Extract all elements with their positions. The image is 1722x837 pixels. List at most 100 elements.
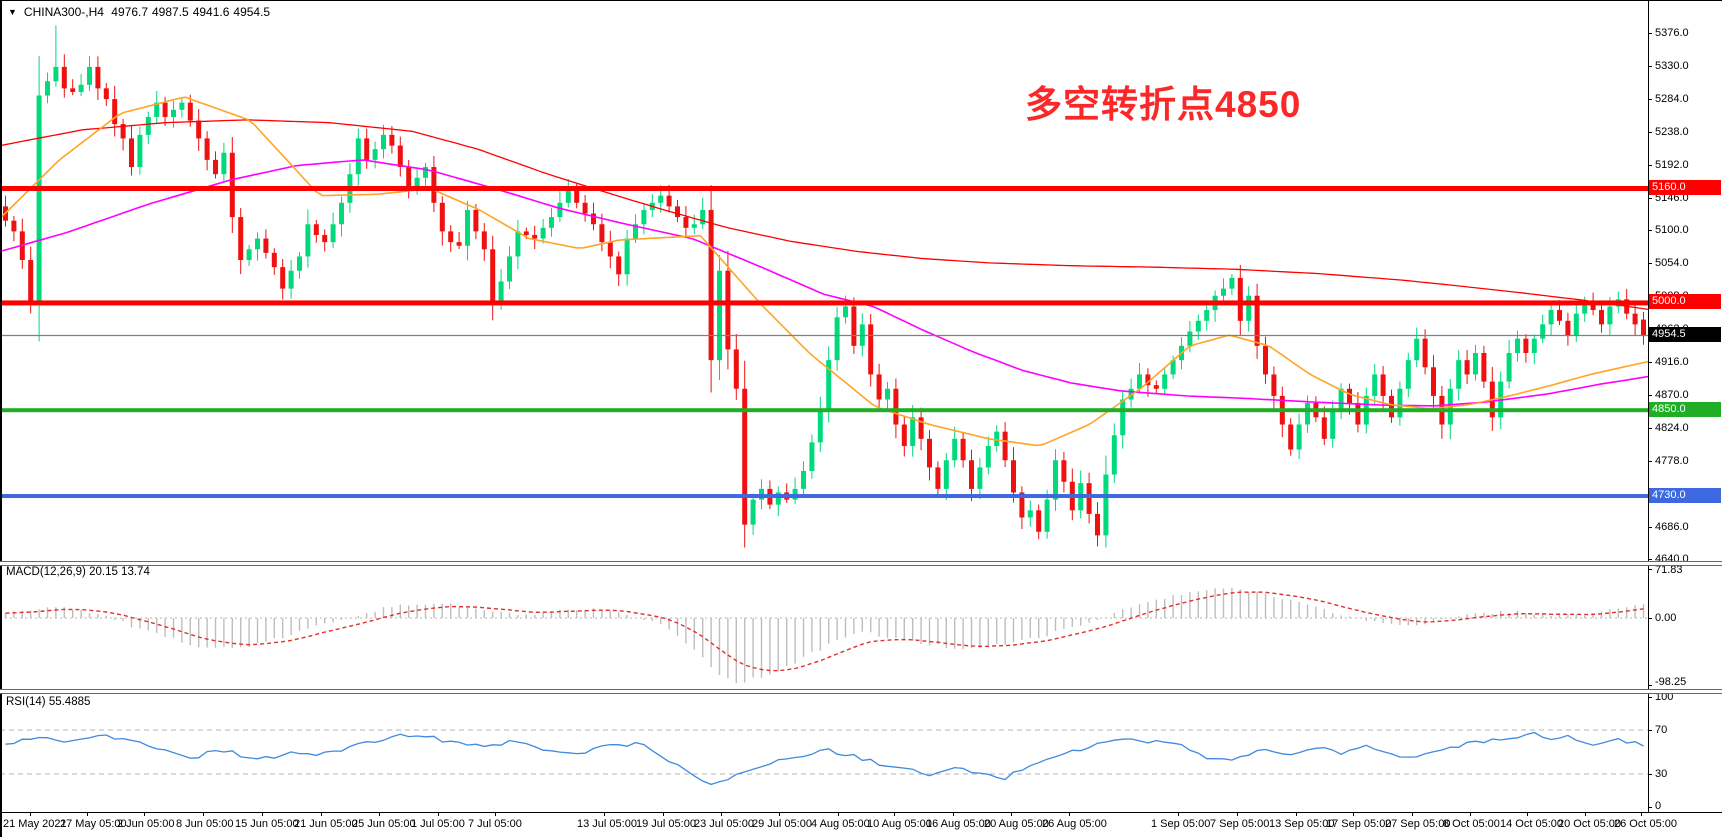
rsi-panel-canvas[interactable] bbox=[0, 693, 1648, 812]
candle-body bbox=[557, 202, 563, 218]
candle-body bbox=[826, 360, 832, 411]
candle-body bbox=[1531, 338, 1537, 353]
candle-body bbox=[641, 209, 647, 225]
candle-body bbox=[901, 424, 907, 446]
time-axis-line bbox=[0, 812, 1722, 813]
candle-body bbox=[1422, 338, 1428, 368]
macd-tick-mark bbox=[1648, 685, 1652, 686]
time-tick-mark bbox=[379, 813, 380, 816]
time-axis-label: 7 Sep 05:00 bbox=[1210, 818, 1270, 830]
candle-body bbox=[1061, 460, 1067, 482]
candle-body bbox=[406, 167, 412, 189]
candle-body bbox=[1187, 331, 1193, 346]
candle-body bbox=[45, 81, 50, 96]
symbol-dropdown-triangle-icon[interactable]: ▼ bbox=[8, 7, 17, 17]
candle-body bbox=[246, 249, 252, 261]
candle-body bbox=[1347, 388, 1352, 404]
candle-body bbox=[1254, 295, 1260, 346]
candle-body bbox=[666, 195, 672, 207]
candle-body bbox=[1145, 374, 1151, 386]
price-tick-mark bbox=[1648, 263, 1652, 265]
macd-tick-label: 71.83 bbox=[1655, 564, 1683, 576]
candle-body bbox=[1372, 374, 1378, 396]
candle-body bbox=[540, 227, 546, 239]
candle-body bbox=[750, 499, 756, 525]
rsi-tick-mark bbox=[1648, 774, 1652, 775]
symbol-info-bar: ▼ CHINA300-,H4 4976.7 4987.5 4941.6 4954.5 bbox=[8, 5, 274, 19]
ohlc-high: 4987.5 bbox=[152, 5, 189, 19]
macd-label: MACD(12,26,9) 20.15 13.74 bbox=[6, 566, 150, 578]
candle-body bbox=[868, 324, 874, 375]
candle-body bbox=[574, 188, 580, 203]
candle-body bbox=[1523, 338, 1529, 353]
time-axis-label: 16 Aug 05:00 bbox=[926, 818, 991, 830]
candle-body bbox=[893, 388, 899, 425]
candle-body bbox=[1011, 460, 1016, 493]
price-tick-label: 5100.0 bbox=[1655, 224, 1689, 237]
rsi-tick-label: 30 bbox=[1655, 768, 1668, 780]
time-tick-mark bbox=[87, 813, 88, 816]
candle-body bbox=[1540, 324, 1546, 339]
price-tick-mark bbox=[1648, 65, 1652, 67]
time-axis-label: 7 Jul 05:00 bbox=[468, 818, 522, 830]
candle-body bbox=[910, 417, 916, 446]
price-tick-mark bbox=[1648, 394, 1652, 396]
candle-body bbox=[1582, 302, 1588, 314]
candle-body bbox=[456, 242, 462, 246]
time-axis-label: 20 Aug 05:00 bbox=[984, 818, 1049, 830]
candle-body bbox=[187, 102, 193, 121]
candle-body bbox=[1019, 492, 1025, 518]
candle-body bbox=[1170, 360, 1176, 375]
macd-tick-label: -98.25 bbox=[1655, 676, 1687, 688]
candle-body bbox=[851, 306, 857, 346]
candle-body bbox=[876, 374, 882, 400]
candle-body bbox=[708, 209, 714, 361]
time-axis-label: 29 Jul 05:00 bbox=[752, 818, 812, 830]
candle-body bbox=[263, 238, 269, 253]
panel-divider-macd[interactable] bbox=[0, 561, 1722, 566]
time-tick-mark bbox=[144, 813, 145, 816]
candle-body bbox=[1389, 395, 1394, 418]
candle-body bbox=[977, 467, 983, 489]
candle-body bbox=[255, 238, 260, 250]
rsi-tick-label: 0 bbox=[1655, 800, 1662, 812]
price-badge-4850.0: 4850.0 bbox=[1649, 401, 1721, 417]
candle-body bbox=[129, 138, 134, 168]
candle-body bbox=[322, 234, 328, 243]
candle-body bbox=[179, 102, 185, 110]
candle-body bbox=[70, 88, 76, 92]
macd-tick-mark bbox=[1648, 569, 1652, 570]
candle-body bbox=[213, 159, 218, 175]
rsi-tick-mark bbox=[1648, 807, 1652, 808]
panel-divider-rsi[interactable] bbox=[0, 689, 1722, 694]
time-tick-mark bbox=[953, 813, 954, 816]
candle-body bbox=[28, 260, 34, 303]
level-line-4730 bbox=[0, 494, 1648, 499]
price-tick-label: 5376.0 bbox=[1655, 27, 1689, 39]
candle-body bbox=[1380, 374, 1386, 396]
candle-body bbox=[1456, 360, 1462, 389]
time-axis-label: 23 Jul 05:00 bbox=[694, 818, 754, 830]
time-axis-label: 8 Oct 05:00 bbox=[1443, 818, 1500, 830]
candle-body bbox=[507, 256, 512, 282]
time-axis-label: 21 May 2021 bbox=[3, 818, 67, 830]
time-tick-mark bbox=[894, 813, 895, 816]
candle-body bbox=[1128, 388, 1134, 400]
candle-body bbox=[591, 213, 596, 225]
ma-mid-magenta bbox=[0, 159, 1648, 407]
rsi-tick-label: 100 bbox=[1655, 691, 1674, 703]
macd-panel-canvas[interactable] bbox=[0, 564, 1648, 690]
time-axis-label: 15 Jun 05:00 bbox=[235, 818, 299, 830]
price-badge-5160.0: 5160.0 bbox=[1649, 179, 1721, 195]
candle-body bbox=[616, 256, 622, 275]
time-tick-mark bbox=[1412, 813, 1413, 816]
candle-body bbox=[1548, 310, 1554, 325]
time-axis-label: 10 Aug 05:00 bbox=[867, 818, 932, 830]
candle-body bbox=[725, 270, 731, 350]
price-chart-canvas[interactable] bbox=[0, 1, 1648, 563]
candle-body bbox=[423, 167, 428, 178]
candle-body bbox=[1481, 352, 1487, 382]
price-tick-label: 4686.0 bbox=[1655, 520, 1689, 533]
time-tick-mark bbox=[262, 813, 263, 816]
time-axis-label: 26 Aug 05:00 bbox=[1042, 818, 1107, 830]
